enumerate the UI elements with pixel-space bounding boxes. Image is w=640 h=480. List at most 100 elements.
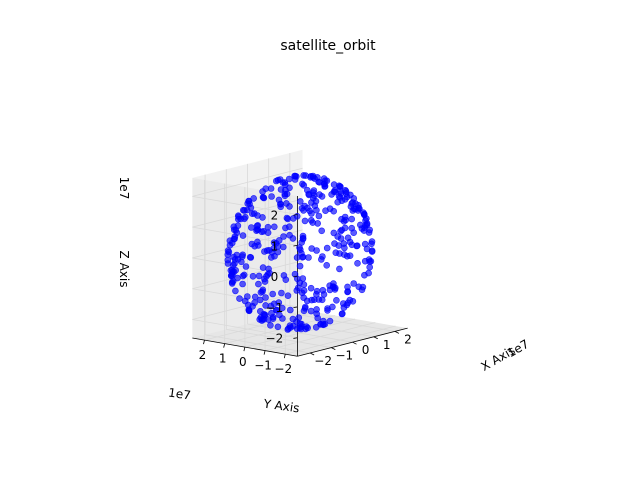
data-point (317, 320, 324, 328)
y-grid-floor (244, 318, 356, 348)
data-point (256, 296, 264, 304)
x-tick (394, 331, 400, 334)
z-axis-label: Z Axis (117, 251, 131, 288)
data-point (314, 220, 322, 227)
data-point (283, 200, 290, 207)
data-point (266, 269, 273, 277)
y-grid-floor (264, 322, 376, 352)
data-point (338, 197, 346, 204)
data-point (307, 307, 315, 315)
y-offset-label: 1e7 (167, 386, 191, 403)
data-point (360, 211, 368, 219)
y-tick (223, 343, 226, 348)
data-point (319, 253, 326, 260)
data-point (285, 223, 293, 230)
data-point (301, 217, 309, 225)
data-point (249, 210, 256, 217)
data-point (326, 317, 334, 325)
data-point (289, 235, 297, 242)
data-point (303, 186, 311, 194)
data-point (237, 215, 244, 223)
data-point (322, 207, 329, 214)
data-point (264, 229, 272, 236)
data-point (323, 261, 331, 269)
data-point (338, 310, 346, 317)
data-point (343, 301, 351, 309)
data-point (243, 206, 251, 214)
data-point (318, 193, 326, 200)
z-grid-side (192, 319, 298, 339)
x-tick (331, 347, 336, 350)
data-point (262, 185, 270, 192)
data-point (255, 280, 262, 288)
data-point (336, 265, 343, 273)
y-tick-label: −2 (274, 362, 292, 376)
y-tick-label: −1 (254, 359, 272, 373)
data-point (230, 253, 237, 261)
data-point (242, 263, 250, 270)
data-point (228, 272, 235, 280)
data-point (350, 280, 358, 287)
y-grid-floor (285, 325, 396, 355)
data-point (254, 226, 262, 233)
x-tick-label: 1 (383, 338, 391, 352)
data-point (335, 242, 343, 249)
data-point (274, 323, 282, 331)
data-point (230, 261, 237, 269)
data-point (245, 307, 253, 314)
data-point (257, 289, 265, 296)
data-point (233, 229, 241, 236)
data-point (285, 325, 292, 332)
data-point (336, 250, 343, 257)
data-point (337, 228, 344, 235)
data-point (283, 190, 291, 198)
data-point (261, 312, 268, 319)
data-point (344, 283, 351, 291)
data-point (247, 254, 255, 261)
data-point (300, 307, 308, 315)
data-point (307, 217, 315, 224)
data-point (263, 247, 271, 254)
data-point (234, 222, 242, 229)
data-point (314, 314, 322, 322)
scatter-points (224, 172, 376, 333)
z-tick (293, 306, 298, 309)
data-point (231, 235, 238, 243)
data-point (255, 272, 263, 280)
data-point (318, 227, 326, 235)
data-point (299, 253, 307, 261)
data-point (319, 286, 327, 294)
data-point (249, 272, 257, 280)
data-point (262, 294, 269, 301)
data-point (296, 198, 304, 205)
data-point (331, 286, 339, 293)
data-point (320, 175, 328, 182)
data-point (239, 253, 246, 260)
data-point (330, 181, 338, 188)
data-point (348, 215, 356, 223)
x-tick (309, 352, 315, 356)
data-point (264, 223, 272, 231)
data-point (293, 254, 301, 261)
data-point (276, 176, 284, 183)
data-point (358, 286, 366, 294)
data-point (307, 173, 315, 180)
y-tick (203, 340, 205, 345)
data-point (268, 193, 275, 200)
data-point (296, 262, 304, 270)
data-point (303, 297, 311, 305)
data-point (246, 200, 253, 208)
data-point (337, 190, 345, 197)
data-point (307, 284, 315, 292)
data-point (270, 223, 278, 231)
data-point (330, 280, 337, 287)
z-tick-label: −1 (266, 301, 284, 315)
z-tick (293, 337, 298, 339)
data-point (241, 297, 249, 305)
data-point (329, 303, 336, 311)
data-point (323, 244, 331, 252)
data-point (281, 179, 289, 186)
data-point (340, 218, 348, 225)
data-point (293, 287, 301, 294)
